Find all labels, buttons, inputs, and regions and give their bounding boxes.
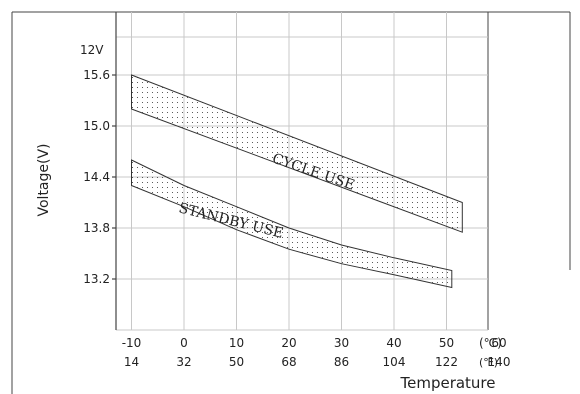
x-tick-label-c: 50	[439, 336, 454, 350]
x-tick-label-c: 40	[386, 336, 401, 350]
x-tick-label-f: 32	[176, 355, 191, 369]
x-unit-fahrenheit: (℉)	[479, 356, 498, 369]
bands	[131, 74, 463, 289]
x-tick-label-c: 30	[334, 336, 349, 350]
x-tick-label-f: 104	[383, 355, 406, 369]
y-axis-label: Voltage(V)	[36, 143, 52, 216]
x-axis-label: Temperature	[399, 374, 495, 392]
y-axis: 15.6 15.0 14.4 13.8 13.2	[83, 12, 117, 330]
x-tick-label-f: 86	[334, 355, 349, 369]
y-tick-label: 15.6	[83, 68, 110, 82]
x-tick-label-c: 20	[281, 336, 296, 350]
x-tick-label-f: 14	[124, 355, 139, 369]
x-tick-label-f: 122	[435, 355, 458, 369]
y-tick-label: 15.0	[83, 119, 110, 133]
x-unit-celsius: (℃)	[479, 336, 502, 350]
y-axis-sub-label: 12V	[80, 43, 104, 57]
x-tick-label-f: 140	[488, 355, 511, 369]
x-tick-label-c: 10	[229, 336, 244, 350]
x-tick-label-c: -10	[122, 336, 142, 350]
x-tick-label-c: 0	[180, 336, 188, 350]
y-tick-label: 13.2	[83, 272, 110, 286]
x-tick-label-f: 68	[281, 355, 296, 369]
standby-use-band	[131, 159, 453, 289]
x-tick-label-c: 60	[491, 336, 506, 350]
y-tick-label: 13.8	[83, 221, 110, 235]
x-tick-label-f: 50	[229, 355, 244, 369]
y-tick-label: 14.4	[83, 170, 110, 184]
cycle-use-band	[131, 74, 463, 233]
